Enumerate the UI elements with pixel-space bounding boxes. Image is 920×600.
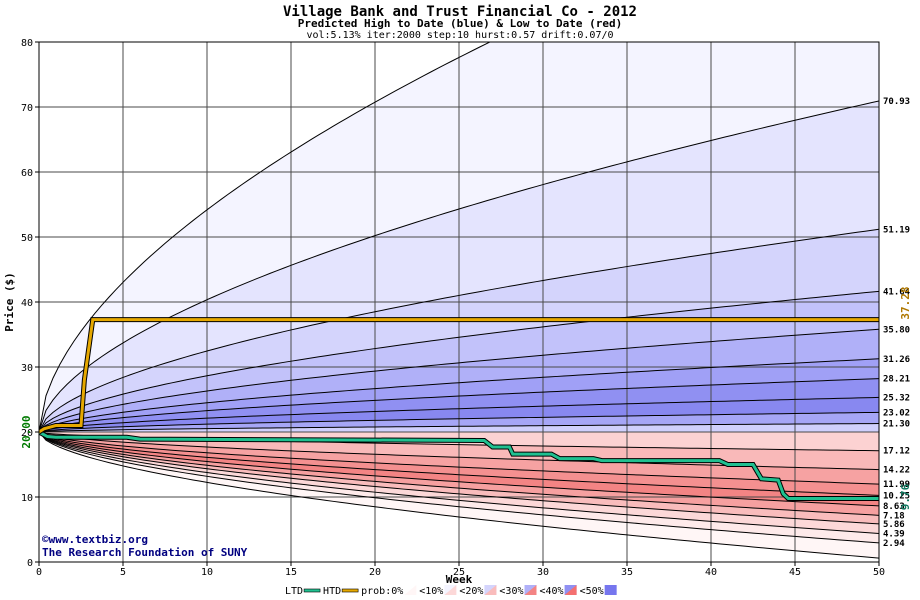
curve-end-label: 28.21 xyxy=(883,375,910,385)
htd-ltd-series xyxy=(39,317,879,502)
low-percentile-curve xyxy=(39,431,879,507)
low-percentile-curve xyxy=(39,431,879,485)
chart-params: vol:5.13% iter:2000 step:10 hurst:0.57 d… xyxy=(306,30,613,41)
x-axis-ticks: 0 5 10 15 20 25 30 35 40 45 50 xyxy=(36,562,885,578)
ltd-series-line xyxy=(39,430,879,501)
credit-website: ©www.textbiz.org xyxy=(42,533,148,546)
legend: LTD HTD prob:0% <10% <20% <30% <40% <50% xyxy=(285,585,617,597)
x-tick-label: 35 xyxy=(621,567,633,578)
low-band xyxy=(39,432,879,496)
legend-swatch xyxy=(604,585,617,595)
percentile-curves xyxy=(39,42,879,559)
legend-label: LTD xyxy=(285,586,303,597)
high-percentile-curve xyxy=(39,290,879,433)
curve-end-label: 17.12 xyxy=(883,447,910,457)
x-tick-label: 45 xyxy=(789,567,801,578)
chart-title: Village Bank and Trust Financial Co - 20… xyxy=(283,4,637,20)
legend-swatch-low xyxy=(524,585,537,595)
x-axis-label: Week xyxy=(446,573,473,586)
low-percentile-curve xyxy=(39,431,879,544)
curve-end-label: 70.93 xyxy=(883,97,910,107)
low-percentile-curve xyxy=(39,431,879,496)
curve-end-label: 31.26 xyxy=(883,355,910,365)
curve-end-label: 8.63 xyxy=(883,502,905,512)
ltd-value-label: 9.76 xyxy=(899,483,912,510)
curve-end-label: 14.22 xyxy=(883,466,910,476)
y-tick-label: 30 xyxy=(21,363,33,374)
curve-end-label: 7.18 xyxy=(883,511,905,521)
legend-swatch xyxy=(303,588,321,593)
legend-label: <40% xyxy=(540,586,564,597)
y-tick-label: 0 xyxy=(27,558,33,569)
legend-label: HTD xyxy=(323,586,341,597)
curve-end-label: 41.64 xyxy=(883,287,911,297)
high-percentile-curve xyxy=(39,411,879,433)
x-tick-label: 20 xyxy=(369,567,381,578)
right-value-labels: 70.93 51.19 41.64 35.80 31.26 28.21 25.32 23.02… xyxy=(883,97,911,549)
credit-organization: The Research Foundation of SUNY xyxy=(42,546,248,559)
low-percentile-curve xyxy=(39,431,879,525)
legend-swatch xyxy=(341,588,359,593)
legend-label: <10% xyxy=(419,586,443,597)
y-tick-label: 70 xyxy=(21,103,33,114)
low-percentile-curve xyxy=(39,431,879,516)
legend-label: <30% xyxy=(499,586,523,597)
x-tick-label: 5 xyxy=(120,567,126,578)
x-tick-label: 10 xyxy=(201,567,213,578)
curve-end-label: 25.32 xyxy=(883,393,910,403)
curve-end-label: 5.86 xyxy=(883,520,905,530)
x-tick-label: 30 xyxy=(537,567,549,578)
x-tick-label: 40 xyxy=(705,567,717,578)
y-axis-ticks: 0 10 20 30 40 50 60 70 80 xyxy=(21,38,39,569)
high-percentile-curve xyxy=(39,396,879,433)
y-tick-label: 50 xyxy=(21,233,33,244)
curve-end-label: 11.99 xyxy=(883,480,910,490)
curve-end-label: 4.39 xyxy=(883,529,905,539)
high-percentile-curve xyxy=(39,423,879,433)
y-tick-label: 20 xyxy=(21,428,33,439)
htd-series-line xyxy=(39,318,879,434)
y-tick-label: 80 xyxy=(21,38,33,49)
curve-end-label: 23.02 xyxy=(883,408,910,418)
htd-value-label: 37.28 xyxy=(899,286,912,319)
high-percentile-curve xyxy=(39,228,879,433)
start-price-label: 20.00 xyxy=(20,415,33,448)
high-percentile-curve xyxy=(39,100,879,433)
high-percentile-curve xyxy=(39,42,491,433)
y-axis-label: Price ($) xyxy=(3,272,16,332)
high-percentile-curve xyxy=(39,358,879,433)
legend-swatch-low xyxy=(404,585,417,595)
low-band xyxy=(39,432,879,506)
high-percentile-curve xyxy=(39,328,879,433)
legend-label: prob:0% xyxy=(361,586,403,597)
y-tick-label: 40 xyxy=(21,298,33,309)
legend-swatch-low xyxy=(564,585,577,595)
y-tick-label: 10 xyxy=(21,493,33,504)
curve-end-label: 10.25 xyxy=(883,491,910,501)
high-band xyxy=(39,42,879,432)
curve-end-label: 2.94 xyxy=(883,539,905,549)
low-percentile-curve xyxy=(39,431,879,559)
legend-swatch-low xyxy=(444,585,457,595)
y-tick-label: 60 xyxy=(21,168,33,179)
x-tick-label: 50 xyxy=(873,567,885,578)
chart-subtitle: Predicted High to Date (blue) & Low to D… xyxy=(298,17,623,30)
curve-end-label: 35.80 xyxy=(883,325,910,335)
legend-label: <20% xyxy=(459,586,483,597)
curve-end-label: 51.19 xyxy=(883,225,910,235)
curve-end-label: 21.30 xyxy=(883,420,910,430)
low-percentile-curve xyxy=(39,431,879,534)
x-tick-label: 15 xyxy=(285,567,297,578)
legend-label: <50% xyxy=(580,586,604,597)
x-tick-label: 25 xyxy=(453,567,465,578)
grid-lines xyxy=(39,42,879,562)
legend-swatch-low xyxy=(484,585,497,595)
x-tick-label: 0 xyxy=(36,567,42,578)
high-percentile-curve xyxy=(39,378,879,433)
